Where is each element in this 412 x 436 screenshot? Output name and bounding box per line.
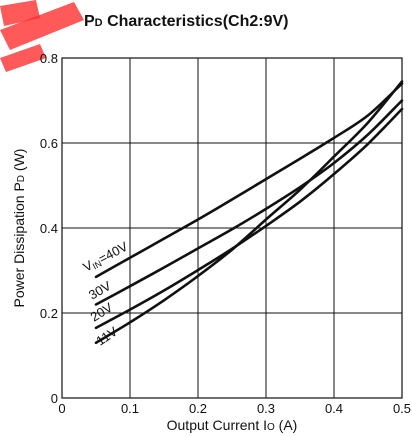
y-tick-labels: 0 0.2 0.4 0.6 0.8 bbox=[40, 51, 58, 406]
x-tick-label-4: 0.4 bbox=[325, 401, 343, 416]
plot-area bbox=[61, 57, 404, 399]
y-tick-label-2: 0.4 bbox=[40, 221, 58, 236]
y-tick-label-4: 0.8 bbox=[40, 51, 58, 66]
series-line-3 bbox=[94, 80, 404, 345]
x-tick-label-3: 0.3 bbox=[257, 401, 275, 416]
series-line-0 bbox=[94, 82, 404, 279]
x-tick-label-2: 0.2 bbox=[189, 401, 207, 416]
x-tick-label-5: 0.5 bbox=[393, 401, 411, 416]
grid-lines bbox=[62, 58, 402, 398]
chart-title: PD Characteristics(Ch2:9V) bbox=[84, 13, 288, 30]
y-tick-label-3: 0.6 bbox=[40, 136, 58, 151]
y-tick-label-1: 0.2 bbox=[40, 306, 58, 321]
series-label-30v: 30V bbox=[86, 278, 114, 303]
x-tick-label-1: 0.1 bbox=[121, 401, 139, 416]
series-line-2 bbox=[94, 107, 404, 330]
series-group bbox=[94, 80, 404, 345]
y-axis-label: Power Dissipation PD (W) bbox=[11, 149, 27, 308]
x-tick-label-0: 0 bbox=[58, 401, 65, 416]
y-tick-label-0: 0 bbox=[51, 391, 58, 406]
series-label-40v: VIN=40V bbox=[80, 239, 131, 276]
red-stamp-graphic bbox=[0, 0, 84, 72]
series-line-1 bbox=[94, 99, 404, 306]
x-axis-label: Output Current IO (A) bbox=[167, 417, 298, 433]
plot-frame bbox=[61, 57, 403, 399]
x-tick-labels: 0 0.1 0.2 0.3 0.4 0.5 bbox=[58, 401, 411, 416]
series-labels: VIN=40V 30V 20V 11V bbox=[80, 239, 131, 349]
